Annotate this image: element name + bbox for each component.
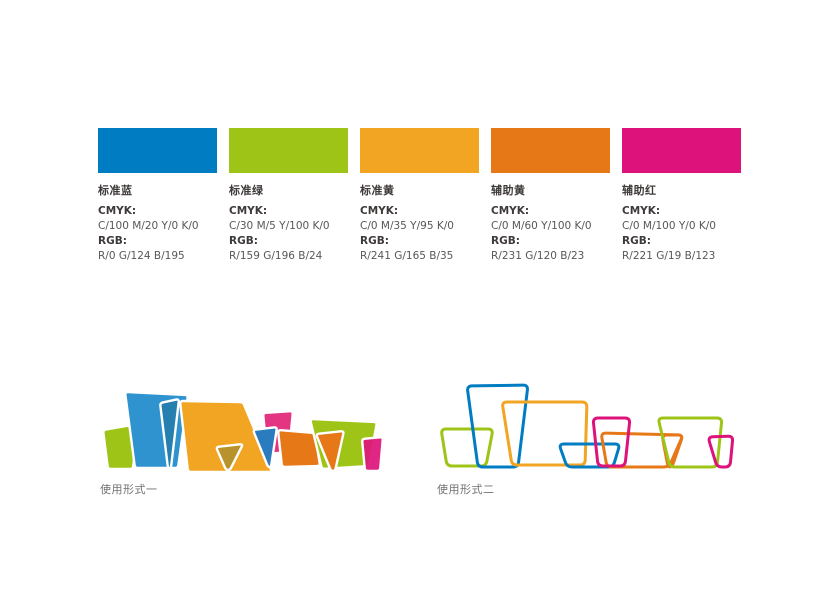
trapezoid-shape — [361, 436, 384, 473]
rgb-label: RGB: — [229, 235, 258, 247]
swatch-name: 标准黄 — [360, 184, 395, 197]
cmyk-label: CMYK: — [360, 205, 399, 217]
color-swatch-auxiliary-red — [622, 128, 741, 173]
swatch-name: 标准绿 — [229, 184, 264, 197]
rgb-label: RGB: — [622, 235, 651, 247]
usage-form-two-graphic — [437, 378, 737, 473]
swatch-spec: CMYK: C/0 M/60 Y/100 K/0 RGB: R/231 G/12… — [491, 204, 610, 264]
trapezoid-shape — [215, 443, 244, 472]
trapezoid-shape — [440, 427, 494, 468]
swatch-column-auxiliary-red: 辅助红 CMYK: C/0 M/100 Y/0 K/0 RGB: R/221 G… — [622, 128, 741, 264]
cmyk-value: C/0 M/60 Y/100 K/0 — [491, 220, 592, 232]
trapezoid-shape — [102, 423, 139, 471]
cmyk-label: CMYK: — [491, 205, 530, 217]
trapezoid-shape — [591, 416, 632, 468]
rgb-value: R/0 G/124 B/195 — [98, 250, 185, 262]
trapezoid-shapes-svg — [440, 383, 735, 469]
rgb-value: R/221 G/19 B/123 — [622, 250, 716, 262]
cmyk-value: C/0 M/35 Y/95 K/0 — [360, 220, 454, 232]
swatch-column-auxiliary-yellow: 辅助黄 CMYK: C/0 M/60 Y/100 K/0 RGB: R/231 … — [491, 128, 610, 264]
rgb-label: RGB: — [360, 235, 389, 247]
swatch-name: 辅助红 — [622, 184, 657, 197]
trapezoid-shape — [661, 433, 684, 469]
trapezoid-shape — [159, 398, 180, 470]
rgb-value: R/231 G/120 B/23 — [491, 250, 585, 262]
usage-form-one-graphic — [100, 388, 390, 474]
trapezoid-shape — [252, 426, 278, 469]
color-swatch-auxiliary-yellow — [491, 128, 610, 173]
cmyk-label: CMYK: — [229, 205, 268, 217]
trapezoid-shape — [501, 400, 589, 467]
swatch-name: 标准蓝 — [98, 184, 133, 197]
trapezoid-shapes-svg — [102, 390, 384, 474]
color-swatch-standard-blue — [98, 128, 217, 173]
swatch-column-standard-blue: 标准蓝 CMYK: C/100 M/20 Y/0 K/0 RGB: R/0 G/… — [98, 128, 217, 264]
usage-form-one-caption: 使用形式一 — [100, 483, 158, 496]
cmyk-label: CMYK: — [622, 205, 661, 217]
cmyk-value: C/100 M/20 Y/0 K/0 — [98, 220, 199, 232]
swatch-spec: CMYK: C/0 M/35 Y/95 K/0 RGB: R/241 G/165… — [360, 204, 479, 264]
rgb-value: R/159 G/196 B/24 — [229, 250, 323, 262]
swatch-spec: CMYK: C/30 M/5 Y/100 K/0 RGB: R/159 G/19… — [229, 204, 348, 264]
cmyk-value: C/0 M/100 Y/0 K/0 — [622, 220, 716, 232]
trapezoid-shape — [466, 383, 529, 469]
swatch-spec: CMYK: C/100 M/20 Y/0 K/0 RGB: R/0 G/124 … — [98, 204, 217, 264]
rgb-label: RGB: — [98, 235, 127, 247]
cmyk-value: C/30 M/5 Y/100 K/0 — [229, 220, 330, 232]
cmyk-label: CMYK: — [98, 205, 137, 217]
trapezoid-shape — [657, 416, 724, 469]
color-swatch-standard-green — [229, 128, 348, 173]
swatch-spec: CMYK: C/0 M/100 Y/0 K/0 RGB: R/221 G/19 … — [622, 204, 741, 264]
color-swatch-standard-yellow — [360, 128, 479, 173]
rgb-value: R/241 G/165 B/35 — [360, 250, 454, 262]
trapezoid-shape — [707, 434, 735, 469]
trapezoid-shape — [315, 430, 345, 473]
swatch-column-standard-green: 标准绿 CMYK: C/30 M/5 Y/100 K/0 RGB: R/159 … — [229, 128, 348, 264]
swatch-name: 辅助黄 — [491, 184, 526, 197]
trapezoid-shape — [558, 442, 621, 469]
rgb-label: RGB: — [491, 235, 520, 247]
swatch-column-standard-yellow: 标准黄 CMYK: C/0 M/35 Y/95 K/0 RGB: R/241 G… — [360, 128, 479, 264]
usage-form-two-caption: 使用形式二 — [437, 483, 495, 496]
color-palette-row: 标准蓝 CMYK: C/100 M/20 Y/0 K/0 RGB: R/0 G/… — [98, 128, 741, 264]
trapezoid-shape — [179, 399, 273, 474]
